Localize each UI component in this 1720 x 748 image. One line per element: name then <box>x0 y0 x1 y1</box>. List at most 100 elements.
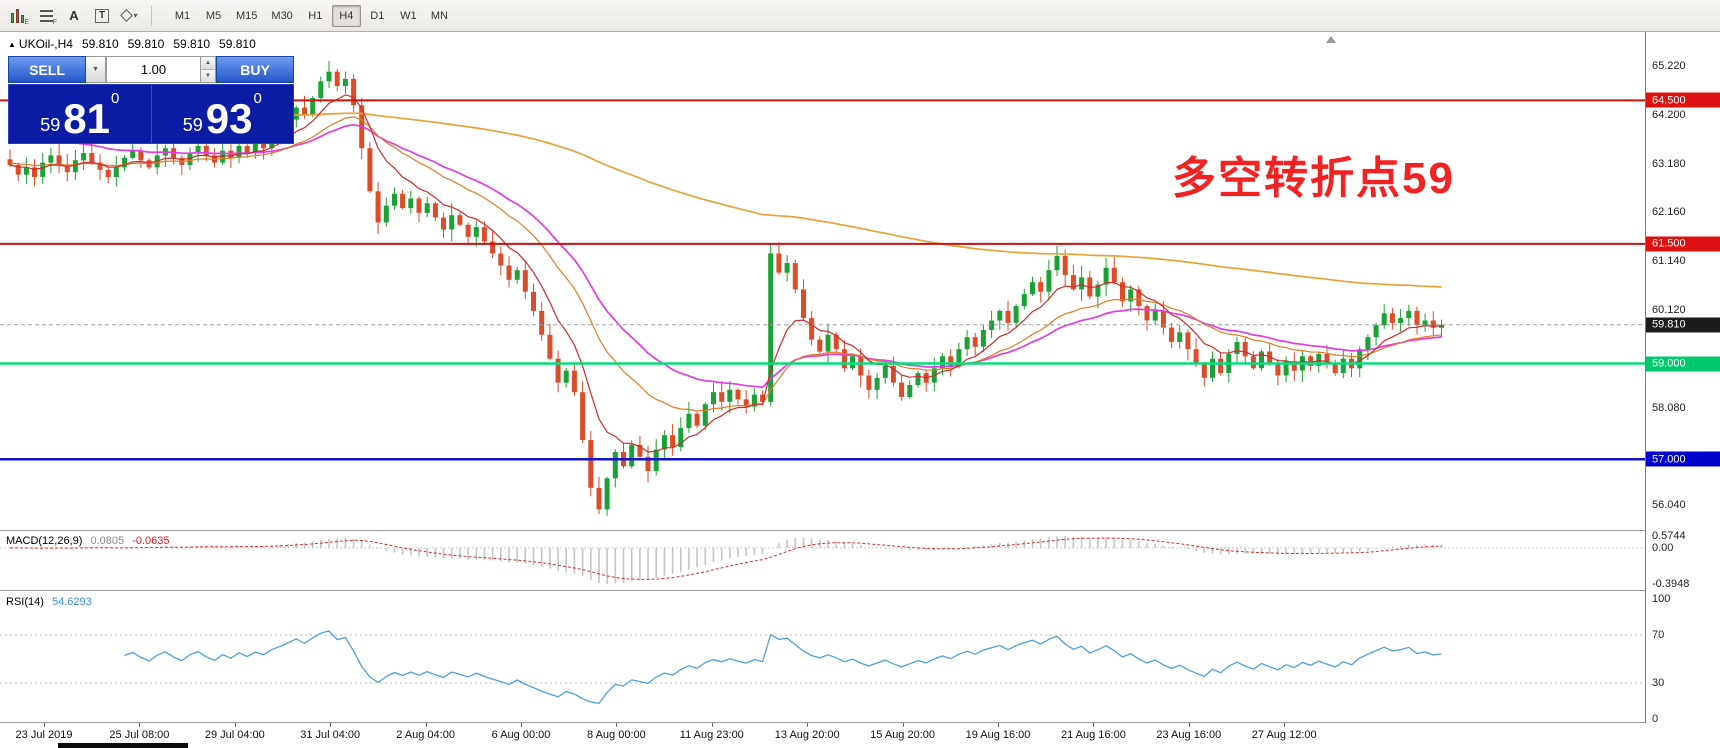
time-axis-tick <box>521 723 522 727</box>
volume-spinner: ▲ ▼ <box>200 57 215 82</box>
indicator-list-icon[interactable]: F <box>32 4 60 28</box>
sell-price-pips: 81 <box>63 94 110 142</box>
buy-price-prefix: 59 <box>182 115 203 136</box>
macd-main-value: 0.0805 <box>90 535 125 547</box>
rsi-scale-label: 30 <box>1652 677 1665 689</box>
toolbar-separator <box>151 5 152 26</box>
time-axis-label: 31 Jul 04:00 <box>300 729 361 741</box>
timeframe-button-w1[interactable]: W1 <box>400 9 417 22</box>
taskbar-fragment <box>58 743 188 748</box>
timeframe-button-d1[interactable]: D1 <box>370 9 385 22</box>
time-axis-tick <box>616 723 618 727</box>
timeframe-button-h1[interactable]: H1 <box>308 9 323 22</box>
rsi-scale-label: 100 <box>1652 593 1671 605</box>
panel-separator[interactable] <box>0 590 1720 591</box>
rsi-scale-label: 0 <box>1652 713 1659 725</box>
text-label-icon[interactable]: A <box>69 8 79 23</box>
timeframe-button-m1[interactable]: M1 <box>174 9 191 22</box>
rsi-scale-label: 70 <box>1652 629 1665 641</box>
chart-high-value: 59.810 <box>127 37 165 51</box>
price-axis-label: 63.180 <box>1652 157 1686 170</box>
time-axis-tick <box>998 723 999 727</box>
rsi-indicator-label: RSI(14) 54.6293 <box>6 596 92 608</box>
price-axis-label: 58.080 <box>1652 401 1686 414</box>
macd-scale-zero: 0.00 <box>1652 541 1674 554</box>
timeframe-button-m15[interactable]: M15 <box>236 9 258 22</box>
time-axis-tick <box>234 723 236 727</box>
timeframe-button-m5[interactable]: M5 <box>205 9 222 22</box>
toolbar-tools: E F A T ▾ <box>4 4 144 28</box>
price-badge: 59.810 <box>1646 317 1720 333</box>
time-axis[interactable]: 23 Jul 2019 25 Jul 08:00 29 Jul 04:00 31 Ju… <box>0 723 1720 748</box>
timeframe-button-mn[interactable]: MN <box>430 9 448 22</box>
price-axis[interactable]: 65.220 64.200 63.180 62.160 61.140 60.120 58.0… <box>1645 32 1720 725</box>
toolbar: E F A T ▾ M1 M5 M15 M30 H1 H4 D1 W1 MN <box>0 0 1720 32</box>
time-axis-label: 2 Aug 04:00 <box>396 729 455 741</box>
macd-name: MACD(12,26,9) <box>6 535 83 547</box>
trade-panel-controls: SELL ▼ 1.00 ▲ ▼ BUY <box>8 56 294 83</box>
volume-field[interactable]: 1.00 ▲ ▼ <box>106 56 216 83</box>
panel-separator[interactable] <box>0 530 1720 531</box>
timeframe-button-m30[interactable]: M30 <box>271 9 293 22</box>
chart-shift-marker-icon[interactable] <box>1326 36 1336 43</box>
macd-panel-canvas[interactable] <box>0 531 1645 590</box>
time-axis-label: 6 Aug 00:00 <box>491 729 551 741</box>
chart-title: ▲ UKOil-,H4 59.810 59.810 59.810 59.810 <box>8 37 256 51</box>
macd-indicator-label: MACD(12,26,9) 0.0805 -0.0635 <box>6 535 170 547</box>
sell-price-point: 0 <box>110 90 120 107</box>
shapes-tool-icon[interactable]: ▾ <box>116 4 144 28</box>
macd-scale-min: -0.3948 <box>1652 578 1690 590</box>
price-badge: 57.000 <box>1646 451 1720 467</box>
timeframe-button-h4[interactable]: H4 <box>331 4 361 27</box>
time-axis-tick <box>1284 723 1286 727</box>
time-axis-label: 15 Aug 20:00 <box>870 729 936 741</box>
macd-signal-value: -0.0635 <box>132 535 170 547</box>
time-axis-label: 27 Aug 12:00 <box>1251 729 1317 741</box>
time-axis-label: 13 Aug 20:00 <box>774 729 840 741</box>
macd-scale-max: 0.5744 <box>1652 530 1686 542</box>
time-axis-tick <box>807 723 809 727</box>
rsi-name: RSI(14) <box>6 596 44 608</box>
time-axis-label: 29 Jul 04:00 <box>204 729 265 741</box>
chart-symbol-label: UKOil-,H4 <box>18 37 73 51</box>
volume-decrease-button[interactable]: ▼ <box>201 69 215 82</box>
price-axis-label: 64.200 <box>1652 108 1686 121</box>
chart-close-value: 59.810 <box>219 37 256 51</box>
chart-marker-icon: ▲ <box>8 39 16 49</box>
chart-low-value: 59.810 <box>173 37 211 51</box>
rsi-panel-canvas[interactable] <box>0 591 1645 722</box>
main-chart-canvas[interactable] <box>0 32 1645 530</box>
one-click-trade-panel: SELL ▼ 1.00 ▲ ▼ BUY 59 81 0 59 93 0 <box>8 56 294 144</box>
time-axis-label: 23 Aug 16:00 <box>1156 729 1222 741</box>
trade-panel-prices: 59 81 0 59 93 0 <box>8 84 294 144</box>
sell-button[interactable]: SELL <box>8 56 86 83</box>
volume-value[interactable]: 1.00 <box>140 62 167 77</box>
price-axis-label: 62.160 <box>1652 206 1686 219</box>
volume-dropdown-button[interactable]: ▼ <box>86 56 106 83</box>
timeframe-toolbar: M1 M5 M15 M30 H1 H4 D1 W1 MN <box>167 4 455 27</box>
buy-price-point: 0 <box>253 90 262 107</box>
rsi-value: 54.6293 <box>51 596 92 608</box>
sell-price-display[interactable]: 59 81 0 <box>9 85 151 143</box>
volume-increase-button[interactable]: ▲ <box>201 57 215 69</box>
time-axis-tick <box>1093 723 1095 727</box>
price-badge: 64.500 <box>1646 92 1720 108</box>
sell-price-prefix: 59 <box>40 115 61 136</box>
time-axis-label: 19 Aug 16:00 <box>965 729 1031 741</box>
macd-signal-line <box>10 537 1442 580</box>
price-badge: 59.000 <box>1646 356 1720 371</box>
buy-price-display[interactable]: 59 93 0 <box>150 85 294 143</box>
price-axis-label: 60.120 <box>1652 303 1686 316</box>
time-axis-label: 25 Jul 08:00 <box>109 729 170 741</box>
text-box-icon[interactable]: T <box>88 4 116 28</box>
ma-line-fast-orange <box>9 116 1442 412</box>
time-axis-label: 11 Aug 23:00 <box>679 729 744 741</box>
buy-button[interactable]: BUY <box>216 56 294 83</box>
rsi-line <box>124 630 1442 705</box>
panel-separator <box>0 722 1720 723</box>
chart-open-value: 59.810 <box>81 37 119 51</box>
time-axis-tick <box>330 723 332 727</box>
time-axis-tick <box>425 723 427 727</box>
candlestick-chart-icon[interactable]: E <box>4 4 32 28</box>
